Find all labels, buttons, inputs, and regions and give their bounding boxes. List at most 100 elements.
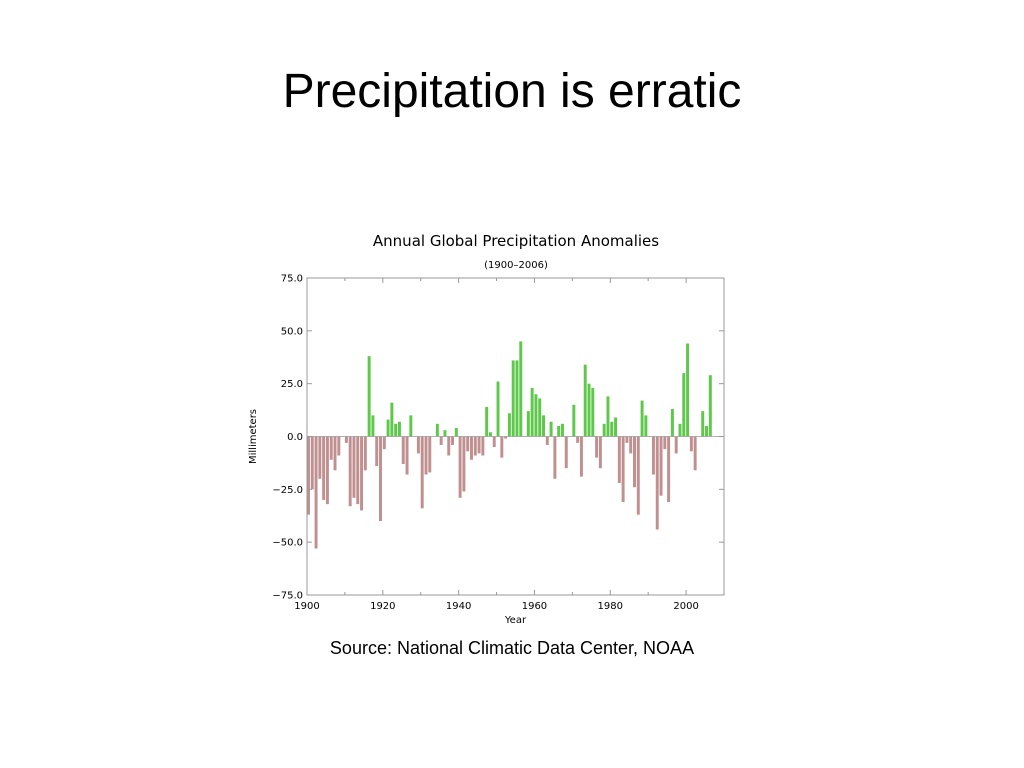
bar-1984: [625, 436, 629, 443]
y-tick-label: −50.0: [272, 538, 303, 549]
bars-layer: [307, 341, 712, 549]
bar-1922: [390, 402, 394, 437]
bar-1974: [587, 383, 591, 437]
slide-title: Precipitation is erratic: [282, 65, 742, 118]
bar-1904: [322, 436, 326, 500]
bar-1950: [496, 381, 500, 437]
bar-1948: [488, 432, 492, 437]
bar-1906: [329, 436, 333, 460]
bar-2004: [701, 411, 705, 437]
bar-2001: [689, 436, 693, 452]
bar-1931: [424, 436, 428, 475]
bar-1940: [458, 436, 462, 498]
bar-1964: [549, 421, 553, 437]
bar-1935: [439, 436, 443, 445]
bar-1921: [386, 419, 390, 437]
bar-1954: [511, 360, 515, 437]
bar-1970: [572, 404, 576, 437]
bar-1989: [644, 415, 648, 437]
bar-1975: [591, 387, 595, 437]
bar-1945: [477, 436, 481, 454]
bar-1962: [542, 415, 545, 437]
x-axis-label: Year: [504, 615, 527, 626]
bar-1939: [454, 428, 458, 437]
bar-1992: [655, 436, 659, 530]
bar-1951: [500, 436, 504, 458]
bar-2005: [705, 425, 709, 437]
bar-1991: [651, 436, 655, 475]
bar-1937: [447, 436, 451, 456]
y-tick-label: 25.0: [281, 379, 303, 390]
bar-1966: [557, 425, 561, 437]
bar-1936: [443, 430, 447, 437]
bar-2000: [686, 343, 690, 437]
bar-1979: [606, 396, 610, 437]
bar-1943: [470, 436, 473, 460]
bar-1901: [310, 436, 314, 490]
bar-1955: [515, 360, 519, 437]
bar-1942: [466, 436, 470, 452]
x-tick-label: 1980: [598, 601, 623, 612]
bar-1956: [519, 341, 523, 437]
bar-1914: [360, 436, 364, 511]
bar-1978: [602, 423, 606, 437]
bar-1910: [344, 436, 348, 443]
bar-1929: [416, 436, 420, 454]
bar-1958: [526, 411, 530, 437]
bar-1985: [629, 436, 633, 454]
bar-1941: [462, 436, 466, 492]
bar-1916: [367, 356, 371, 437]
bar-2006: [708, 375, 712, 437]
y-tick-label: −25.0: [272, 485, 303, 496]
chart-title: Annual Global Precipitation Anomalies: [373, 232, 659, 250]
bar-1926: [405, 436, 409, 475]
bar-1913: [356, 436, 360, 505]
x-tick-label: 2000: [673, 601, 698, 612]
bar-1925: [401, 436, 405, 464]
bar-1972: [579, 436, 583, 477]
bar-1947: [485, 406, 489, 437]
bar-1949: [492, 436, 496, 448]
bar-1944: [473, 436, 477, 456]
source-caption: Source: National Climatic Data Center, N…: [329, 638, 695, 658]
bar-1911: [348, 436, 352, 507]
bar-1963: [545, 436, 549, 445]
bar-1995: [667, 436, 671, 503]
x-tick-label: 1920: [370, 601, 395, 612]
bar-1971: [576, 436, 580, 443]
y-axis-label: Millimeters: [248, 409, 259, 464]
bar-1996: [670, 409, 674, 437]
bar-1917: [371, 415, 375, 437]
bar-1981: [614, 417, 618, 437]
bar-1959: [530, 387, 534, 437]
bar-1961: [538, 398, 542, 437]
x-tick-label: 1900: [294, 601, 319, 612]
bar-1977: [598, 436, 602, 469]
bar-2002: [693, 436, 697, 471]
bar-1908: [337, 436, 341, 456]
bar-1967: [560, 423, 564, 437]
bar-1920: [382, 436, 386, 450]
bar-1987: [636, 436, 640, 515]
bar-1912: [352, 436, 356, 498]
bar-1903: [318, 436, 322, 479]
bar-1960: [534, 394, 538, 437]
bar-1968: [564, 436, 568, 469]
bar-1976: [595, 436, 599, 458]
y-tick-label: −75.0: [272, 591, 303, 602]
y-tick-label: 75.0: [281, 274, 303, 285]
bar-1902: [314, 436, 318, 549]
bar-1905: [325, 436, 329, 505]
bar-1930: [420, 436, 424, 509]
bar-1923: [394, 423, 398, 437]
bar-1983: [621, 436, 625, 503]
y-tick-label: 50.0: [281, 326, 303, 337]
x-tick-label: 1940: [446, 601, 471, 612]
bar-1999: [682, 373, 686, 437]
bar-1988: [640, 400, 644, 437]
bar-1997: [674, 436, 678, 454]
bar-1924: [397, 421, 401, 437]
bar-1994: [663, 436, 667, 450]
